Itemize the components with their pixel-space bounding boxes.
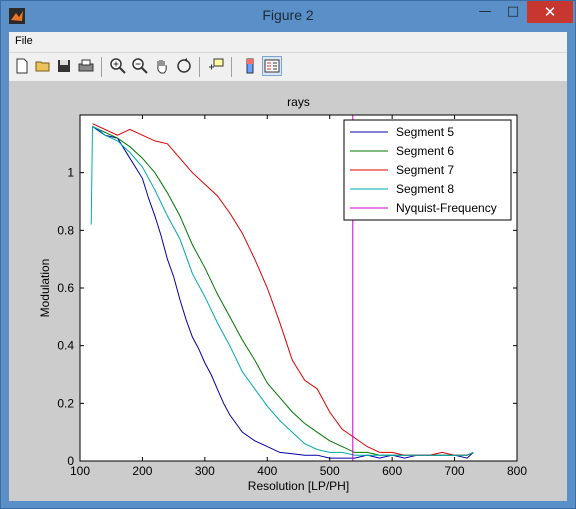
series-line-0 (92, 126, 474, 459)
print-icon[interactable] (77, 57, 95, 75)
save-icon[interactable] (55, 57, 73, 75)
legend-icon[interactable] (262, 56, 282, 76)
matlab-logo-icon (9, 8, 25, 24)
x-tick-label: 400 (257, 464, 277, 478)
data-cursor-icon[interactable] (207, 57, 225, 75)
legend-entry: Segment 8 (396, 182, 454, 196)
y-tick-label: 0.8 (57, 223, 74, 237)
legend-entry: Segment 6 (396, 144, 454, 158)
close-button[interactable]: ✕ (527, 1, 573, 23)
figure-canvas: 100 200 300 400 500 600 700 800 0 0.2 0.4 0.6 0.8 1 ra… (9, 81, 567, 501)
menu-bar: File (9, 32, 567, 52)
legend-entry: Segment 7 (396, 163, 454, 177)
x-tick-label: 100 (70, 464, 90, 478)
menu-file[interactable]: File (15, 35, 33, 47)
y-axis-label: Modulation (38, 259, 52, 318)
colorbar-icon[interactable] (241, 57, 259, 75)
toolbar-separator (101, 57, 102, 77)
window-title: Figure 2 (262, 7, 314, 23)
legend-entry: Nyquist-Frequency (396, 201, 497, 215)
open-file-icon[interactable] (34, 57, 52, 75)
x-tick-label: 700 (445, 464, 465, 478)
x-tick-label: 500 (320, 464, 340, 478)
chart-title: rays (287, 95, 310, 109)
maximize-button[interactable]: □ (506, 4, 520, 19)
pan-hand-icon[interactable] (153, 57, 171, 75)
zoom-out-icon[interactable] (131, 57, 149, 75)
series-line-3 (90, 125, 474, 456)
y-tick-label: 0.2 (57, 396, 74, 410)
zoom-in-icon[interactable] (109, 57, 127, 75)
toolbar-separator (199, 57, 200, 77)
new-figure-icon[interactable] (13, 57, 31, 75)
x-tick-label: 600 (382, 464, 402, 478)
figure-toolbar (9, 52, 567, 82)
y-tick-label: 0.6 (57, 281, 74, 295)
x-tick-label: 200 (132, 464, 152, 478)
x-axis-label: Resolution [LP/PH] (248, 479, 349, 493)
minimize-button[interactable]: — (478, 4, 492, 19)
title-bar[interactable]: Figure 2 — □ ✕ (1, 1, 575, 31)
y-tick-label: 0.4 (57, 339, 74, 353)
y-tick-label: 1 (67, 166, 74, 180)
y-tick-label: 0 (67, 454, 74, 468)
x-tick-label: 800 (507, 464, 527, 478)
toolbar-separator (231, 57, 232, 77)
line-chart[interactable]: 100 200 300 400 500 600 700 800 0 0.2 0.4 0.6 0.8 1 ra… (9, 81, 567, 501)
x-tick-label: 300 (195, 464, 215, 478)
legend-entry: Segment 5 (396, 125, 454, 139)
rotate-3d-icon[interactable] (175, 57, 193, 75)
